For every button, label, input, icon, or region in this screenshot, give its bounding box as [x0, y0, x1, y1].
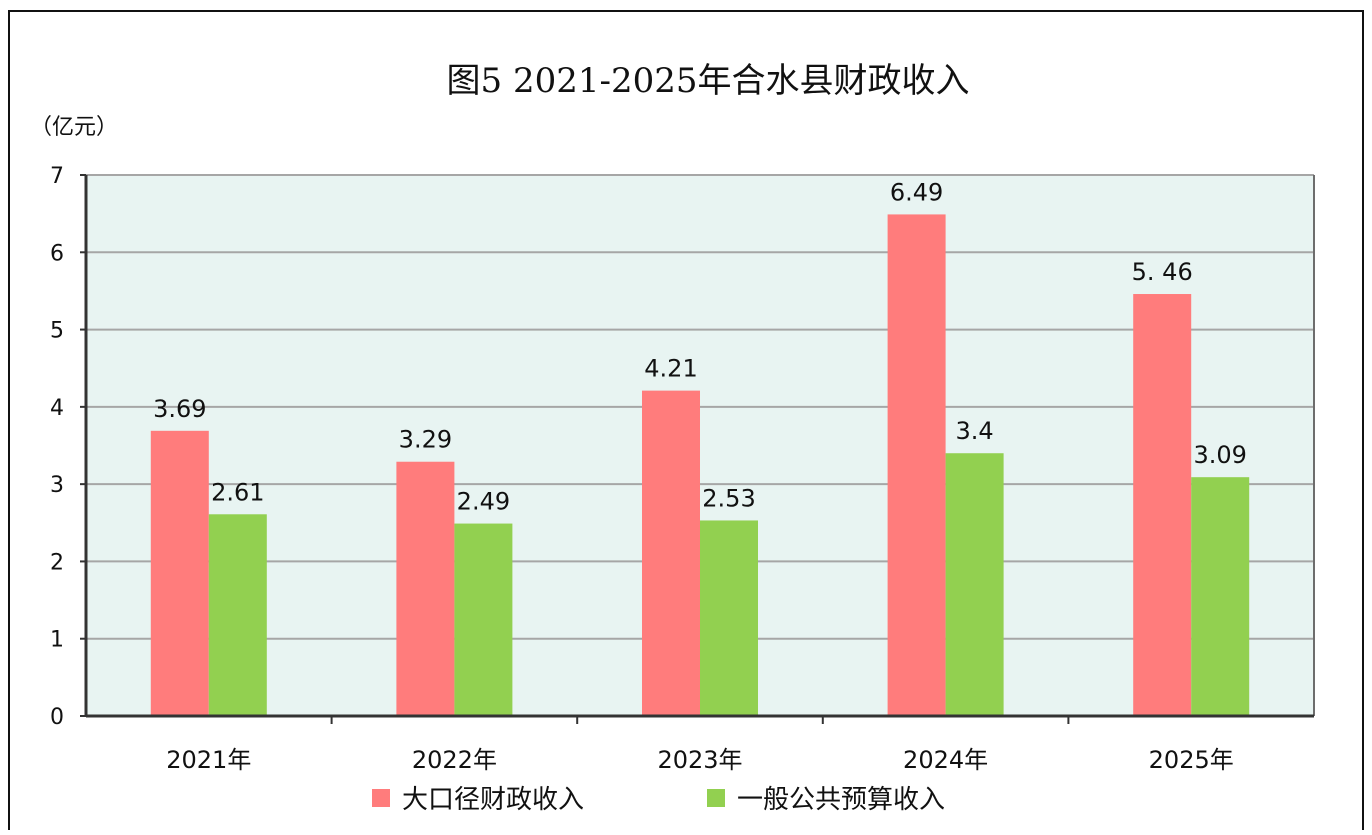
data-label-series1-2: 4.21 — [644, 355, 697, 383]
data-label-series1-0: 3.69 — [153, 395, 206, 423]
bar-series2-4 — [1191, 477, 1250, 716]
data-label-series2-3: 3.4 — [956, 417, 994, 445]
x-tick-label-2: 2023年 — [657, 746, 742, 774]
bar-series1-2 — [642, 390, 700, 716]
bar-series2-0 — [208, 514, 267, 716]
legend-item-series1: 大口径财政收入 — [402, 785, 584, 815]
data-label-series2-4: 3.09 — [1193, 441, 1246, 469]
y-tick-label-6: 6 — [50, 241, 64, 266]
data-label-series2-0: 2.61 — [211, 478, 264, 506]
x-tick-label-3: 2024年 — [903, 746, 988, 774]
x-tick-label-4: 2025年 — [1149, 746, 1234, 774]
chart-frame — [8, 10, 1364, 830]
bar-series1-4 — [1133, 294, 1192, 716]
legend-swatch-1 — [372, 789, 390, 807]
bar-series1-3 — [887, 214, 946, 716]
x-tick-label-1: 2022年 — [412, 746, 497, 774]
bar-series1-0 — [150, 430, 209, 716]
x-tick-label-0: 2021年 — [166, 746, 251, 774]
bar-series2-3 — [945, 453, 1004, 716]
data-label-series1-3: 6.49 — [890, 178, 943, 206]
y-axis-unit-label: （亿元） — [30, 115, 118, 140]
y-tick-label-2: 2 — [50, 550, 64, 575]
y-tick-label-5: 5 — [50, 319, 64, 344]
y-tick-label-0: 0 — [50, 705, 64, 730]
bar-series2-2 — [700, 520, 758, 716]
y-tick-label-4: 4 — [50, 396, 64, 421]
bar-series1-1 — [396, 461, 455, 716]
chart-title: 图5 2021-2025年合水县财政收入 — [447, 61, 970, 101]
data-label-series1-1: 3.29 — [399, 426, 452, 454]
y-tick-label-7: 7 — [50, 164, 64, 189]
y-tick-label-1: 1 — [50, 628, 64, 653]
legend: 大口径财政收入 一般公共预算收入 — [372, 785, 945, 815]
data-label-series2-1: 2.49 — [457, 488, 510, 516]
data-label-series1-4: 5. 46 — [1132, 258, 1193, 286]
data-label-series2-2: 2.53 — [702, 484, 755, 512]
bar-series2-1 — [454, 523, 513, 716]
legend-item-series2: 一般公共预算收入 — [737, 785, 945, 815]
plot-area: 3.69 2.61 2021年 3.29 2.49 2022年 4.21 2.53 2023年 6… — [50, 164, 1315, 774]
legend-swatch-2 — [707, 789, 725, 807]
y-tick-label-3: 3 — [50, 473, 64, 498]
